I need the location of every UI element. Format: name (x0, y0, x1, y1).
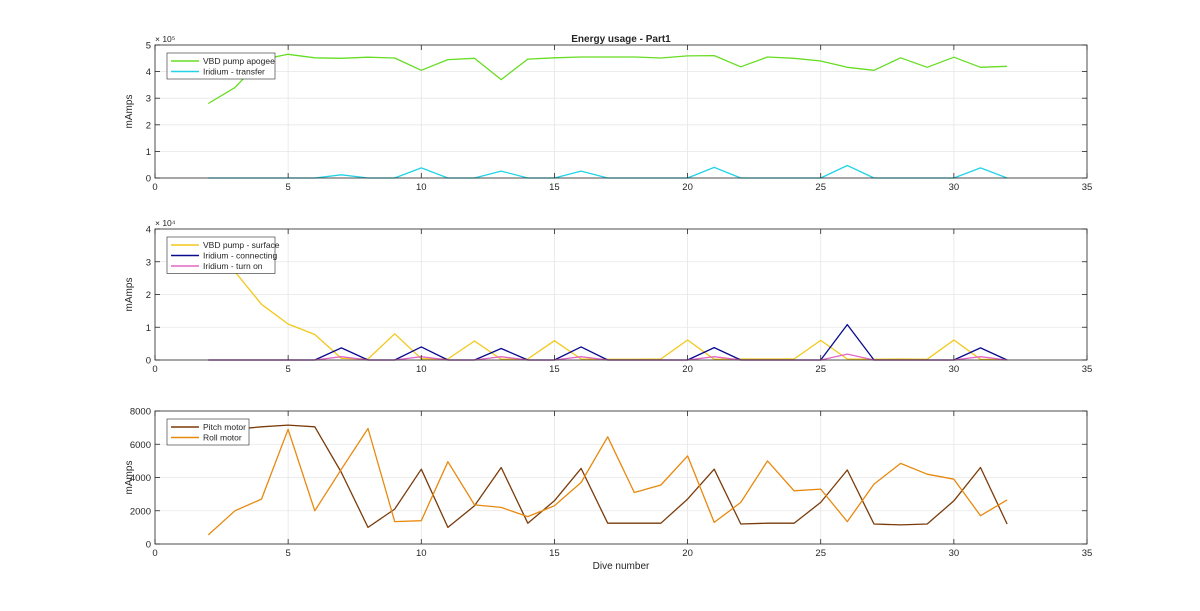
y-exponent-label: × 10⁴ (155, 218, 176, 228)
legend-entry-3: Iridium - turn on (203, 261, 263, 271)
x-tick-label: 0 (152, 364, 157, 375)
x-tick-label: 35 (1082, 548, 1093, 559)
y-tick-label: 4 (146, 225, 151, 236)
x-tick-label: 30 (949, 364, 960, 375)
x-tick-label: 10 (416, 548, 427, 559)
y-tick-label: 0 (146, 174, 151, 185)
x-tick-label: 10 (416, 364, 427, 375)
subplot-1: 0 5 10 15 20 25 30 35 0 1 2 3 4 5 × 10⁵ mAmps Energy usa… (124, 34, 1092, 193)
y-tick-label: 3 (146, 94, 151, 105)
x-tick-label: 0 (152, 182, 157, 193)
x-tick-label: 35 (1082, 364, 1093, 375)
x-tick-label: 5 (285, 548, 290, 559)
y-tick-label: 4000 (130, 473, 151, 484)
axes-frame (154, 44, 1088, 179)
x-tick-label: 20 (682, 182, 693, 193)
y-tick-label: 4 (146, 67, 151, 78)
legend-entry-2: Iridium - connecting (203, 251, 277, 261)
y-exponent-label: × 10⁵ (155, 34, 175, 44)
y-tick-label: 2 (146, 290, 151, 301)
x-tick-label: 25 (815, 182, 826, 193)
legend-box (166, 418, 250, 446)
y-tick-label: 1 (146, 147, 151, 158)
x-tick-label: 15 (549, 548, 560, 559)
x-tick-label: 15 (549, 182, 560, 193)
x-tick-label: 5 (285, 182, 290, 193)
subplot-3: 0 5 10 15 20 25 30 35 0 2000 4000 6000 8000 mAmps Dive… (124, 407, 1092, 573)
x-tick-label: 25 (815, 364, 826, 375)
y-axis-title: mAmps (124, 461, 135, 495)
legend-entry-1: Pitch motor (203, 422, 246, 432)
x-tick-label: 35 (1082, 182, 1093, 193)
y-tick-label: 1 (146, 323, 151, 334)
x-tick-label: 20 (682, 364, 693, 375)
y-tick-label: 2 (146, 120, 151, 131)
x-tick-label: 30 (949, 182, 960, 193)
axes-background (155, 45, 1087, 178)
x-tick-label: 15 (549, 364, 560, 375)
x-axis-title: Dive number (593, 561, 650, 572)
x-tick-label: 20 (682, 548, 693, 559)
x-tick-label: 5 (285, 364, 290, 375)
legend-entry-1: VBD pump apogee (203, 56, 275, 66)
series-line-1 (208, 424, 1008, 529)
x-tick-label: 25 (815, 548, 826, 559)
legend-entry-2: Iridium - transfer (203, 67, 265, 77)
y-tick-label: 2000 (130, 506, 151, 517)
y-tick-label: 6000 (130, 440, 151, 451)
series-line-1 (207, 53, 1008, 105)
y-tick-label: 0 (146, 356, 151, 367)
x-tick-label: 0 (152, 548, 157, 559)
subplot-2: 0 5 10 15 20 25 30 35 0 1 2 3 4 × 10⁴ mAmps VBD pump - … (124, 218, 1092, 375)
legend-box (166, 52, 276, 80)
y-axis-title: mAmps (124, 95, 135, 129)
chart-title: Energy usage - Part1 (571, 34, 671, 45)
y-tick-label: 5 (146, 41, 151, 52)
y-tick-label: 0 (146, 540, 151, 551)
series-line-2 (207, 427, 1008, 536)
legend-entry-1: VBD pump - surface (203, 240, 280, 250)
x-tick-label: 10 (416, 182, 427, 193)
y-axis-title: mAmps (124, 278, 135, 312)
x-tick-label: 30 (949, 548, 960, 559)
y-tick-label: 3 (146, 257, 151, 268)
legend-entry-2: Roll motor (203, 433, 242, 443)
y-tick-label: 8000 (130, 407, 151, 418)
